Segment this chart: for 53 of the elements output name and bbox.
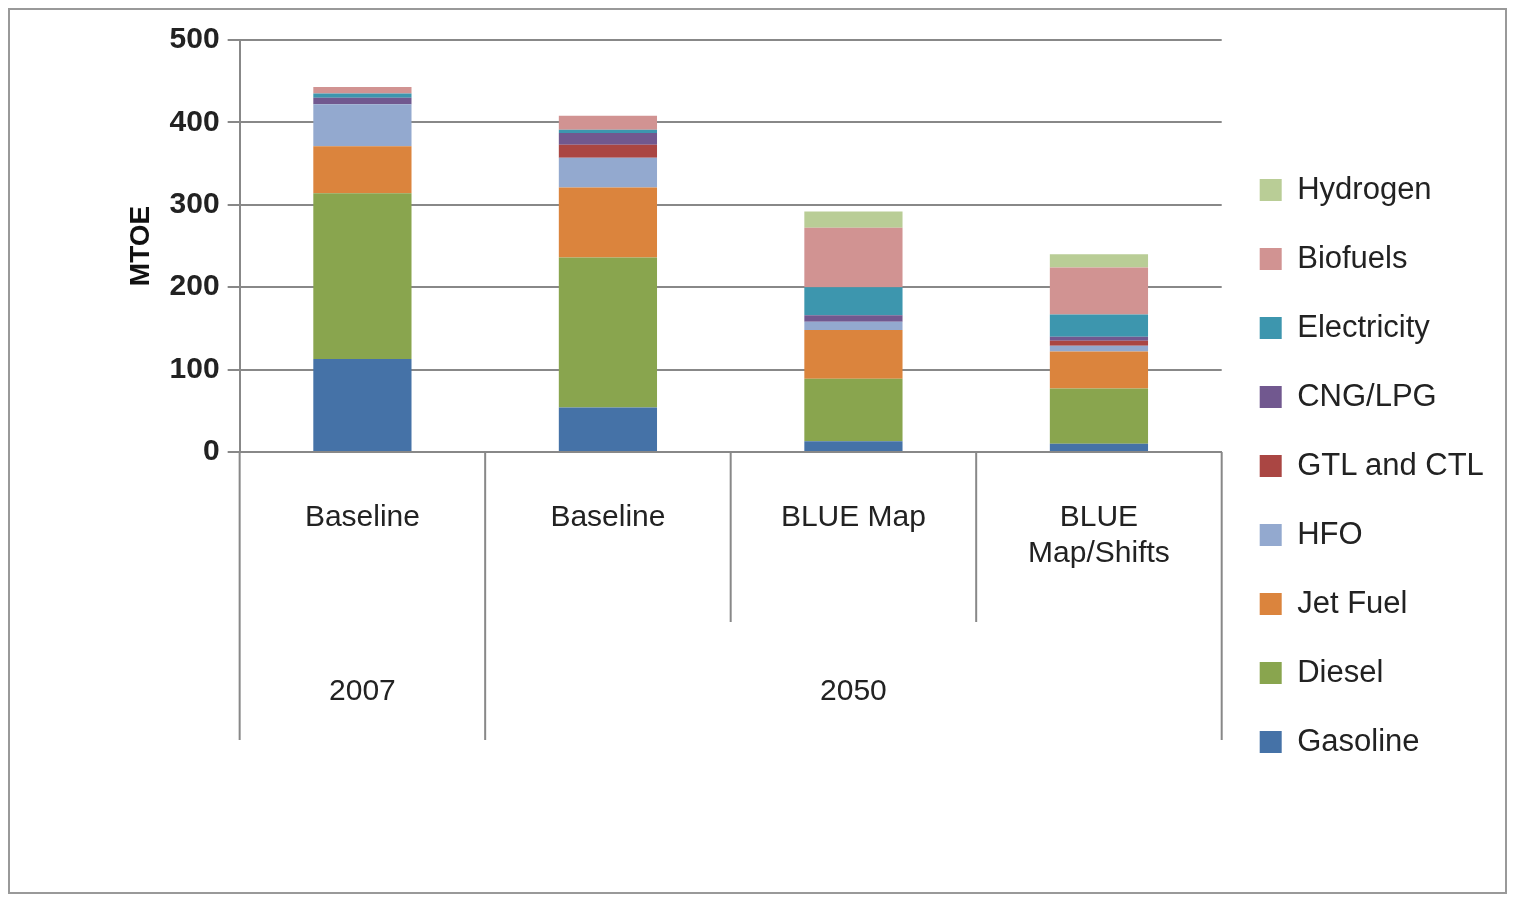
bar [313,146,412,194]
bar [558,257,658,408]
bar [558,115,658,130]
bar [313,358,412,451]
bar [1049,388,1149,444]
bar [1049,351,1149,389]
legend-label: Gasoline [1297,722,1420,758]
legend-label: Biofuels [1297,239,1408,275]
y-tick-label: 0 [202,433,220,467]
bar [313,193,412,359]
legend-label: Hydrogen [1297,170,1432,206]
legend-label: HFO [1297,515,1363,551]
bar [558,144,658,158]
legend-label: CNG/LPG [1297,377,1437,413]
bar [1049,314,1149,337]
bar [558,129,658,134]
y-tick-label: 100 [169,350,220,384]
bar [804,378,903,442]
legend-label: GTL and CTL [1297,446,1484,482]
x-tick-label: BLUE Map [780,499,926,533]
bar [1049,336,1149,341]
x-tick-label: Baseline [304,499,420,533]
text: 2050 [820,673,887,706]
y-tick-label: 500 [169,21,220,55]
bar [804,315,903,322]
bar [1049,267,1149,315]
x-tick-label: Baseline [550,499,666,533]
bar [558,157,658,188]
bar [1049,254,1149,268]
bar [804,321,903,331]
bar [804,330,903,379]
legend-label: Diesel [1297,653,1384,689]
y-tick-label: 300 [169,186,220,220]
x-tick-label: BLUE Map/Shifts [1028,499,1170,569]
bar [558,187,658,258]
bar [313,93,412,98]
y-axis-title: MTOE [123,205,155,287]
bar [804,211,903,228]
bar [804,227,903,288]
bar [313,104,412,147]
bar [558,407,658,451]
legend-label: Jet Fuel [1297,584,1408,620]
bar [1049,443,1149,451]
y-tick-label: 400 [169,103,220,137]
bar [558,133,658,145]
y-tick-label: 200 [169,268,220,302]
bar [804,287,903,316]
bar [1049,340,1149,346]
bar [804,441,903,451]
legend-label: Electricity [1297,308,1431,344]
bar [313,97,412,105]
text: 2007 [329,673,396,706]
bar [313,86,412,94]
